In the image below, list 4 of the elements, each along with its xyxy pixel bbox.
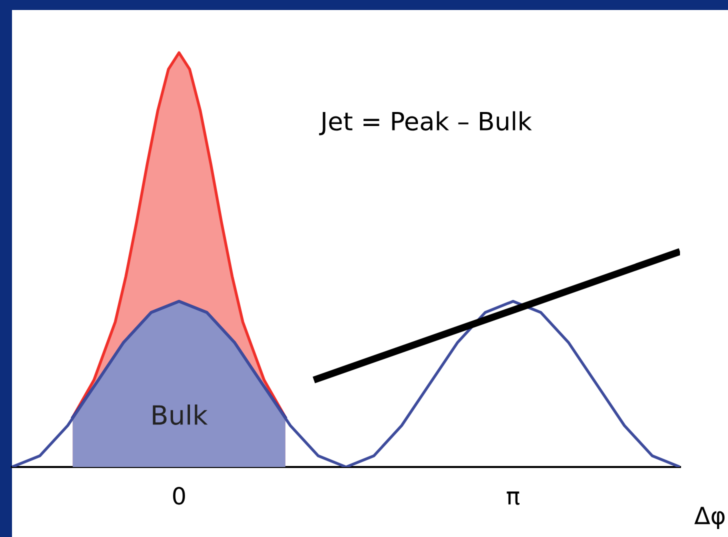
x-axis-title: Δφ xyxy=(694,506,725,529)
x-tick-label: 0 xyxy=(173,486,185,505)
x-tick-label: π xyxy=(506,491,520,505)
annotation: Jet = Peak – Bulk xyxy=(319,111,532,136)
